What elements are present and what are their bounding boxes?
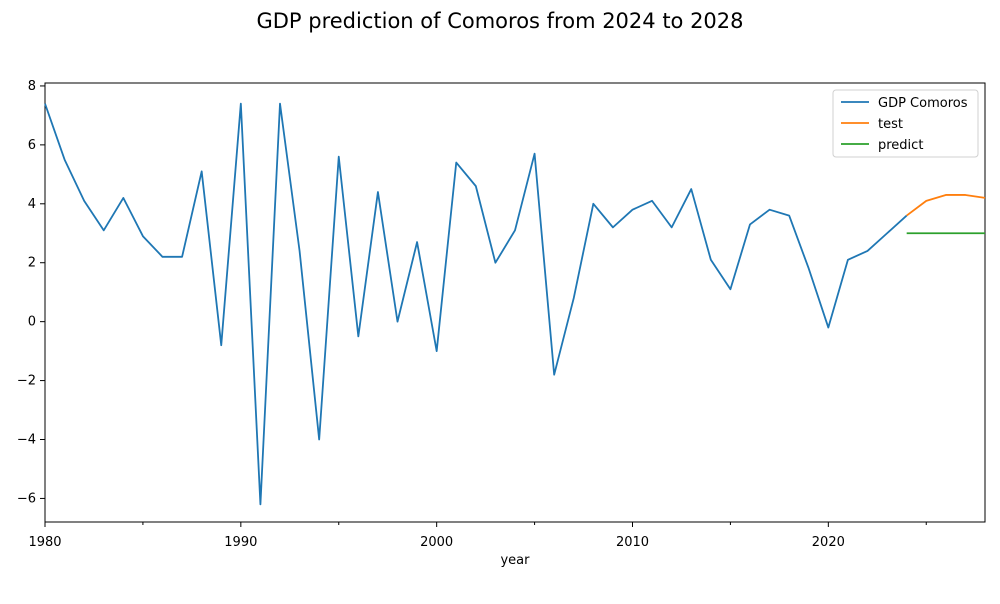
x-tick-label: 2010 <box>616 535 649 550</box>
y-tick-label: 0 <box>28 315 36 330</box>
legend-label: GDP Comoros <box>878 96 968 111</box>
series-line-test <box>906 194 986 217</box>
x-tick-label: 1980 <box>28 535 61 550</box>
y-tick-label: −6 <box>17 491 36 506</box>
legend-box <box>832 89 979 158</box>
series-line-gdp-comoros <box>44 102 908 506</box>
x-axis: 1980 1990 2000 2010 2020 <box>28 522 927 550</box>
x-tick-label: 2020 <box>812 535 845 550</box>
plot-area-frame <box>44 82 986 523</box>
y-tick-label: −4 <box>17 433 36 448</box>
x-axis-label: year <box>500 553 530 568</box>
x-tick-label: 2000 <box>420 535 453 550</box>
y-tick-label: 6 <box>28 138 36 153</box>
legend-label: test <box>878 117 903 132</box>
series-layer <box>44 102 986 506</box>
y-tick-label: 8 <box>28 79 36 94</box>
x-tick-label: 1990 <box>224 535 257 550</box>
y-tick-label: −2 <box>17 374 36 389</box>
y-tick-label: 2 <box>28 256 36 271</box>
y-tick-label: 4 <box>28 197 36 212</box>
legend-label: predict <box>878 138 923 153</box>
y-axis: −6 −4 −2 0 2 4 6 8 <box>17 79 45 506</box>
legend: GDP Comoros test predict <box>832 89 979 158</box>
chart-title: GDP prediction of Comoros from 2024 to 2… <box>256 9 743 33</box>
